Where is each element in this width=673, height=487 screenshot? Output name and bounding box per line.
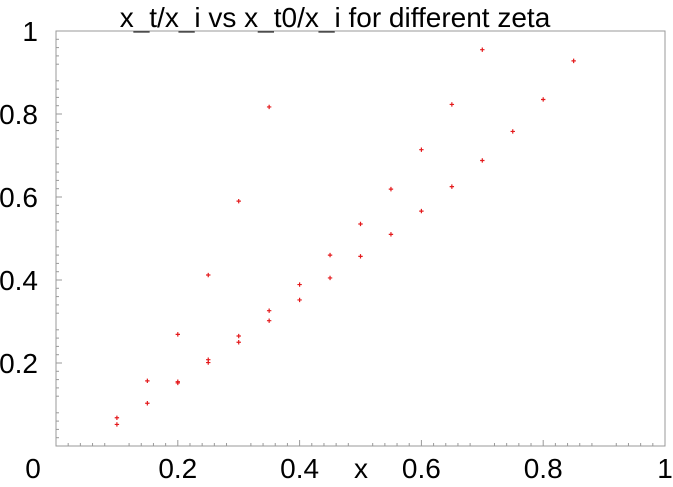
data-point [541, 97, 546, 102]
y-tick-label: 0.6 [0, 182, 38, 213]
data-point [419, 208, 424, 214]
y-tick-label: 1 [22, 16, 38, 47]
axes: 0.2 0.4 0.6 0.8 1 0.2 0.4 0.6 0.8 1 [0, 16, 673, 484]
chart-title: x_t/x_i vs x_t0/x_i for different zeta [120, 2, 551, 33]
origin-label: 0 [25, 453, 41, 484]
data-point [114, 422, 120, 427]
data-point [266, 318, 272, 323]
data-point [388, 186, 394, 192]
data-point [480, 47, 485, 52]
y-tick-label: 0.4 [0, 265, 38, 296]
data-point [358, 254, 363, 259]
data-point [358, 221, 363, 227]
x-axis-label: x [354, 453, 368, 484]
data-point [419, 147, 424, 152]
data-point [236, 340, 241, 345]
data-point [236, 333, 241, 339]
data-point [388, 232, 394, 237]
data-point [236, 198, 241, 204]
data-point [145, 378, 150, 384]
data-point [480, 158, 485, 163]
plot-frame [55, 30, 666, 447]
y-tick-label: 0.2 [0, 348, 38, 379]
x-tick-label: 0.6 [402, 453, 441, 484]
data-point [145, 401, 150, 406]
data-point [571, 58, 576, 64]
data-point [297, 282, 302, 287]
data-point [206, 272, 211, 278]
x-tick-label: 0.2 [158, 453, 197, 484]
data-point [449, 102, 455, 107]
data-point [206, 360, 211, 365]
data-point [510, 129, 515, 134]
data-point [327, 275, 333, 281]
y-tick-label: 0.8 [0, 99, 38, 130]
data-point [266, 104, 272, 110]
data-point [266, 308, 272, 313]
data-points [114, 47, 576, 427]
data-point [297, 297, 302, 303]
x-tick-label: 1 [657, 453, 673, 484]
data-point [449, 184, 455, 189]
x-tick-label: 0.8 [524, 453, 563, 484]
data-point [175, 332, 180, 337]
data-point [175, 380, 180, 386]
data-point [114, 415, 120, 420]
x-tick-label: 0.4 [280, 453, 319, 484]
data-point [327, 252, 333, 258]
